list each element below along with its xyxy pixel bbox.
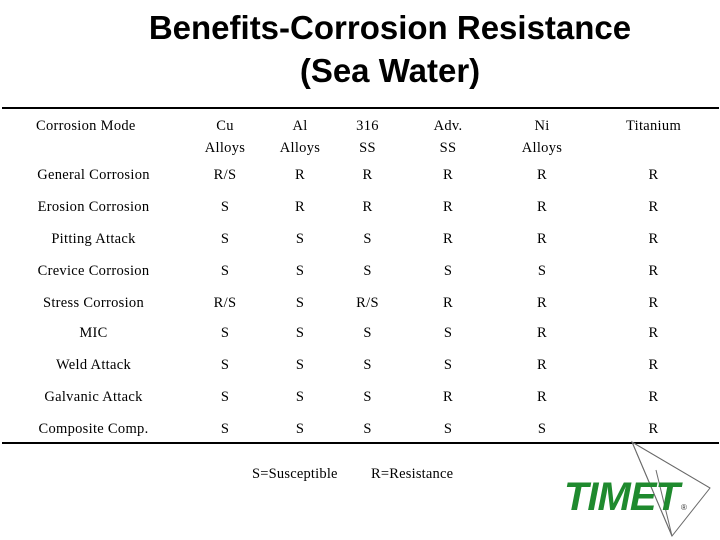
legend-susceptible: S=Susceptible	[252, 466, 338, 482]
rating-cell: S	[363, 325, 372, 341]
rating-cell: R	[537, 199, 547, 215]
table-header-row: Corrosion Mode Cu Alloys Al Alloys 316 S…	[2, 108, 719, 159]
rating-cell: S	[363, 231, 372, 247]
row-label-cell: Galvanic Attack	[44, 389, 143, 405]
rating-cell: S	[443, 357, 453, 373]
rating-cell: R	[362, 167, 373, 183]
row-label-cell: Crevice Corrosion	[37, 263, 150, 279]
rating-cell: R	[443, 231, 453, 247]
logo-triangle-line-1	[631, 441, 673, 537]
table-row: MIC S S S S R R	[2, 317, 719, 349]
rating-cell: R	[443, 295, 453, 311]
rating-cell: S	[537, 263, 547, 279]
rating-cell: R	[295, 199, 305, 215]
rating-cell: R	[648, 357, 659, 373]
row-label-cell: MIC	[79, 325, 108, 341]
rating-cell: S	[295, 421, 305, 437]
header-titanium: Titanium	[625, 118, 682, 134]
rating-cell: S	[295, 295, 305, 311]
header-corrosion-mode: Corrosion Mode	[36, 118, 136, 134]
header-316-ss: 316 SS	[356, 118, 379, 156]
legend-resistance: R=Resistance	[371, 466, 454, 482]
row-label-cell: Erosion Corrosion	[37, 199, 150, 215]
rating-cell: R	[648, 389, 659, 405]
rating-cell: R	[362, 199, 373, 215]
rating-cell: S	[220, 263, 230, 279]
rating-cell: S	[295, 357, 305, 373]
rating-cell: R	[648, 295, 659, 311]
rating-cell: S	[363, 421, 372, 437]
table-row: Composite Comp. S S S S S R	[2, 413, 719, 443]
header-cu-alloys: Cu Alloys	[204, 118, 246, 156]
rating-cell: S	[295, 231, 305, 247]
rating-cell: R	[443, 389, 453, 405]
rating-cell: R	[648, 199, 659, 215]
rating-cell: S	[537, 421, 547, 437]
header-ni-alloys: Ni Alloys	[521, 118, 563, 156]
rating-cell: S	[220, 325, 230, 341]
rating-cell: R	[443, 167, 453, 183]
rating-cell: S	[295, 325, 305, 341]
rating-cell: R/S	[213, 167, 237, 183]
logo-triangle-line-2	[631, 441, 711, 489]
rating-cell: R	[648, 231, 659, 247]
rating-cell: R	[648, 325, 659, 341]
rating-cell: R	[537, 325, 547, 341]
title-line-1: Benefits-Corrosion Resistance	[148, 9, 632, 46]
logo-registered-mark: ®	[681, 503, 687, 512]
table-row: Crevice Corrosion S S S S S R	[2, 255, 719, 287]
header-al-alloys: Al Alloys	[279, 118, 321, 156]
table-row: General Corrosion R/S R R R R R	[2, 159, 719, 191]
rating-cell: R/S	[213, 295, 237, 311]
rating-cell: R	[648, 421, 659, 437]
logo-wordmark: TIMET	[564, 475, 684, 519]
header-adv-ss: Adv. SS	[433, 118, 463, 156]
title-line-2: (Sea Water)	[299, 52, 481, 89]
row-label-cell: Composite Comp.	[38, 421, 149, 437]
rating-cell: S	[443, 421, 453, 437]
rating-cell: S	[295, 263, 305, 279]
rating-cell: R	[295, 167, 305, 183]
timet-logo: TIMET ®	[564, 440, 711, 537]
table-row: Erosion Corrosion S R R R R R	[2, 191, 719, 223]
rating-cell: S	[295, 389, 305, 405]
rating-cell: R	[443, 199, 453, 215]
rating-cell: S	[220, 421, 230, 437]
row-label-cell: Weld Attack	[55, 357, 131, 373]
rating-cell: R	[537, 295, 547, 311]
page-title: Benefits-Corrosion Resistance (Sea Water…	[0, 6, 720, 92]
rating-cell: R	[537, 389, 547, 405]
rating-cell: S	[220, 389, 230, 405]
rating-cell: R	[537, 357, 547, 373]
rating-cell: R	[648, 167, 659, 183]
table-row: Weld Attack S S S S R R	[2, 349, 719, 381]
rating-cell: R	[537, 167, 547, 183]
table-row: Galvanic Attack S S S R R R	[2, 381, 719, 413]
rating-cell: S	[220, 199, 230, 215]
table-row: Stress Corrosion R/S S R/S R R R	[2, 287, 719, 317]
logo-triangle-line-3	[655, 469, 673, 537]
table-body: General Corrosion R/S R R R R R Erosion Corrosi…	[2, 159, 719, 443]
rating-cell: S	[220, 231, 230, 247]
table-row: Pitting Attack S S S R R R	[2, 223, 719, 255]
rating-cell: S	[443, 325, 453, 341]
rating-cell: S	[363, 263, 372, 279]
rating-cell: S	[363, 389, 372, 405]
rating-cell: S	[443, 263, 453, 279]
row-label-cell: Stress Corrosion	[42, 295, 145, 311]
rating-cell: S	[363, 357, 372, 373]
rating-cell: R	[537, 231, 547, 247]
rating-cell: S	[220, 357, 230, 373]
rating-cell: R/S	[356, 295, 379, 311]
rating-cell: R	[648, 263, 659, 279]
row-label-cell: General Corrosion	[37, 167, 150, 183]
row-label-cell: Pitting Attack	[51, 231, 136, 247]
corrosion-table: Corrosion Mode Cu Alloys Al Alloys 316 S…	[2, 107, 719, 444]
